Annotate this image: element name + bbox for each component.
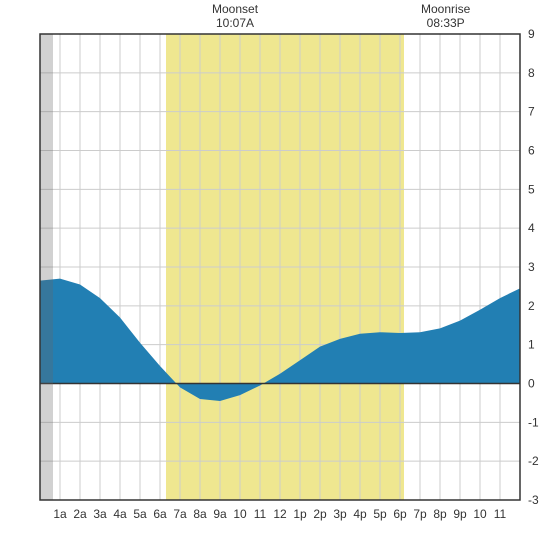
svg-text:6p: 6p xyxy=(393,507,407,521)
svg-text:-3: -3 xyxy=(528,493,539,507)
svg-text:5a: 5a xyxy=(133,507,147,521)
svg-text:6a: 6a xyxy=(153,507,167,521)
svg-text:8a: 8a xyxy=(193,507,207,521)
svg-text:6: 6 xyxy=(528,144,535,158)
tide-chart: -3-2-101234567891a2a3a4a5a6a7a8a9a101112… xyxy=(0,0,550,550)
moonrise-title: Moonrise xyxy=(421,2,470,16)
svg-text:1: 1 xyxy=(528,338,535,352)
svg-text:-1: -1 xyxy=(528,415,539,429)
svg-text:8: 8 xyxy=(528,66,535,80)
moonrise-time: 08:33P xyxy=(421,16,470,30)
svg-text:2a: 2a xyxy=(73,507,87,521)
svg-text:9: 9 xyxy=(528,27,535,41)
svg-text:12: 12 xyxy=(273,507,287,521)
svg-text:1a: 1a xyxy=(53,507,67,521)
moonset-title: Moonset xyxy=(212,2,258,16)
svg-text:1p: 1p xyxy=(293,507,307,521)
svg-text:5: 5 xyxy=(528,182,535,196)
svg-text:7p: 7p xyxy=(413,507,427,521)
svg-text:7: 7 xyxy=(528,105,535,119)
svg-text:8p: 8p xyxy=(433,507,447,521)
svg-text:4: 4 xyxy=(528,221,535,235)
svg-text:9p: 9p xyxy=(453,507,467,521)
svg-text:5p: 5p xyxy=(373,507,387,521)
svg-text:11: 11 xyxy=(254,507,267,521)
svg-text:4a: 4a xyxy=(113,507,127,521)
moonset-annotation: Moonset 10:07A xyxy=(212,2,258,31)
svg-text:7a: 7a xyxy=(173,507,187,521)
svg-text:11: 11 xyxy=(494,507,507,521)
svg-text:3a: 3a xyxy=(93,507,107,521)
svg-text:-2: -2 xyxy=(528,454,539,468)
svg-text:10: 10 xyxy=(233,507,247,521)
svg-text:9a: 9a xyxy=(213,507,227,521)
svg-text:10: 10 xyxy=(473,507,487,521)
svg-text:3p: 3p xyxy=(333,507,347,521)
svg-text:0: 0 xyxy=(528,377,535,391)
svg-text:2: 2 xyxy=(528,299,535,313)
svg-text:3: 3 xyxy=(528,260,535,274)
chart-canvas: -3-2-101234567891a2a3a4a5a6a7a8a9a101112… xyxy=(0,0,550,550)
svg-text:4p: 4p xyxy=(353,507,367,521)
moonrise-annotation: Moonrise 08:33P xyxy=(421,2,470,31)
moonset-time: 10:07A xyxy=(212,16,258,30)
svg-text:2p: 2p xyxy=(313,507,327,521)
